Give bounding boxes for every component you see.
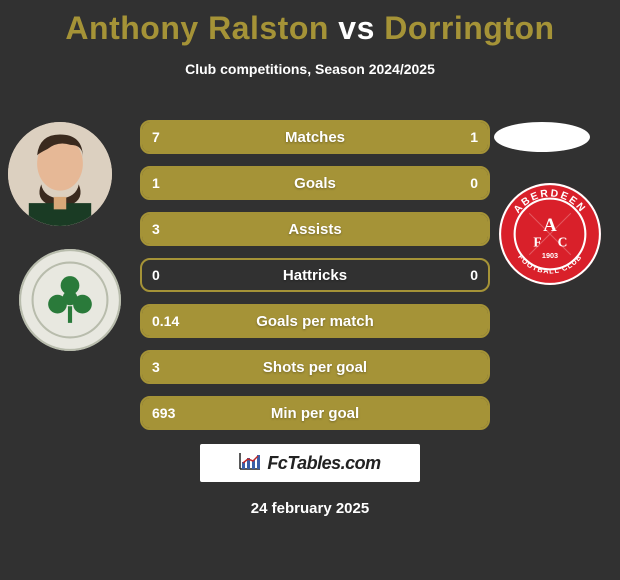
stat-row: 693Min per goal: [140, 396, 490, 430]
stat-value-right: 0: [470, 168, 478, 198]
svg-text:F: F: [533, 234, 541, 249]
stat-label: Min per goal: [142, 398, 488, 428]
stat-row: 1Goals0: [140, 166, 490, 200]
stat-row: 0.14Goals per match: [140, 304, 490, 338]
stats-bars: 7Matches11Goals03Assists0Hattricks00.14G…: [140, 120, 490, 442]
stat-row: 7Matches1: [140, 120, 490, 154]
stat-label: Shots per goal: [142, 352, 488, 382]
club-crest-right: ABERDEEN FOOTBALL CLUB A F C 1903: [498, 182, 602, 286]
stat-label: Hattricks: [142, 260, 488, 290]
svg-text:A: A: [543, 215, 557, 236]
stat-value-right: 0: [470, 260, 478, 290]
stat-label: Goals: [142, 168, 488, 198]
logo-chart-icon: [239, 452, 261, 475]
stat-row: 3Shots per goal: [140, 350, 490, 384]
title-player2: Dorrington: [384, 10, 554, 46]
svg-text:C: C: [558, 234, 568, 249]
stat-row: 0Hattricks0: [140, 258, 490, 292]
club-crest-left: [18, 248, 122, 352]
page-title: Anthony Ralston vs Dorrington: [0, 0, 620, 47]
player2-avatar: [494, 122, 590, 152]
svg-text:1903: 1903: [542, 251, 558, 260]
stat-row: 3Assists: [140, 212, 490, 246]
stat-label: Matches: [142, 122, 488, 152]
logo-text: FcTables.com: [267, 453, 380, 474]
date-text: 24 february 2025: [0, 500, 620, 517]
subtitle: Club competitions, Season 2024/2025: [0, 61, 620, 77]
stat-label: Goals per match: [142, 306, 488, 336]
player1-avatar: [8, 122, 112, 226]
title-vs: vs: [338, 10, 375, 46]
stat-label: Assists: [142, 214, 488, 244]
site-logo: FcTables.com: [200, 444, 420, 482]
stat-value-right: 1: [470, 122, 478, 152]
title-player1: Anthony Ralston: [65, 10, 328, 46]
